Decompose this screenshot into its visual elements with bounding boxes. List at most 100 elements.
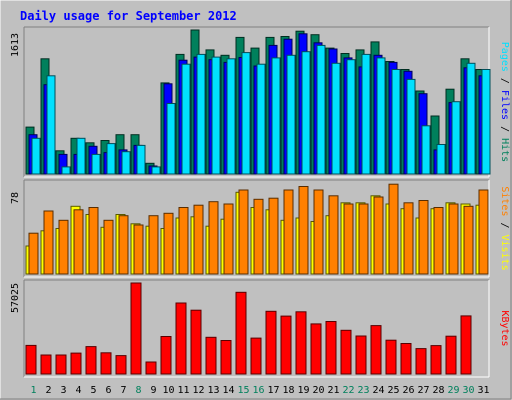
panel-side-legend: Pages / Files / Hits [499, 42, 510, 162]
chart-title: Daily usage for September 2012 [20, 9, 237, 23]
bar-kbytes-day-3 [55, 354, 67, 375]
bar-pages-day-22 [346, 59, 356, 175]
day-label-26: 26 [402, 385, 414, 396]
bar-sites-day-9 [148, 215, 159, 275]
day-label-10: 10 [162, 385, 174, 396]
bar-kbytes-day-5 [85, 346, 97, 375]
bar-kbytes-day-11 [175, 302, 187, 375]
bar-pages-day-15 [241, 52, 251, 175]
bar-pages-day-4 [76, 137, 86, 175]
legend-segment: Visits [499, 235, 510, 271]
bar-kbytes-day-23 [355, 335, 367, 375]
bar-sites-day-16 [253, 198, 264, 275]
bar-kbytes-day-26 [400, 343, 412, 375]
panel-hits_files_pages: 1613 Pages / Files / Hits [10, 26, 510, 178]
bar-sites-day-19 [298, 186, 309, 275]
bar-pages-day-27 [421, 125, 431, 175]
bar-kbytes-day-15 [235, 291, 247, 375]
legend-segment: / [499, 72, 510, 90]
bar-pages-day-26 [406, 78, 416, 175]
bar-kbytes-day-2 [40, 354, 52, 375]
chart-panels: 1613 Pages / Files / Hits 78 Sites / Visits… [10, 26, 510, 378]
day-label-29: 29 [447, 385, 459, 396]
bar-sites-day-29 [448, 203, 459, 275]
bar-sites-day-23 [358, 203, 369, 275]
panel-scale-max-label: 1613 [10, 33, 21, 57]
bar-pages-day-12 [196, 53, 206, 175]
bar-sites-day-6 [103, 219, 114, 275]
legend-segment: KBytes [499, 310, 510, 346]
bar-sites-day-10 [163, 212, 174, 275]
bar-kbytes-day-14 [220, 340, 232, 375]
bar-sites-day-31 [478, 189, 489, 275]
day-label-2: 2 [45, 385, 51, 396]
bar-pages-day-17 [271, 57, 281, 175]
bar-pages-day-25 [391, 69, 401, 175]
bar-kbytes-day-30 [460, 315, 472, 375]
bar-kbytes-day-12 [190, 309, 202, 375]
day-label-4: 4 [75, 385, 81, 396]
bar-pages-day-13 [211, 56, 221, 175]
bar-pages-day-23 [361, 53, 371, 175]
bar-pages-day-24 [376, 57, 386, 175]
day-label-7: 7 [120, 385, 126, 396]
day-label-13: 13 [207, 385, 219, 396]
bar-pages-day-3 [61, 166, 71, 175]
bar-sites-day-25 [388, 183, 399, 275]
bar-pages-day-8 [136, 144, 146, 175]
bar-sites-day-22 [343, 203, 354, 275]
legend-segment: / [499, 120, 510, 138]
bar-sites-day-3 [58, 219, 69, 275]
panel-scale-max-label: 57025 [10, 283, 21, 313]
bar-sites-day-27 [418, 200, 429, 275]
bar-sites-day-30 [463, 205, 474, 275]
day-label-9: 9 [150, 385, 156, 396]
day-label-30: 30 [462, 385, 474, 396]
bar-pages-day-29 [451, 101, 461, 175]
bar-sites-day-1 [28, 232, 39, 275]
bar-kbytes-day-16 [250, 337, 262, 375]
day-label-8: 8 [135, 385, 141, 396]
day-label-16: 16 [252, 385, 264, 396]
bar-pages-day-7 [121, 151, 131, 175]
bar-kbytes-day-22 [340, 329, 352, 375]
bar-kbytes-day-19 [295, 311, 307, 375]
bar-kbytes-day-4 [70, 352, 82, 375]
day-label-22: 22 [342, 385, 354, 396]
panel-visits_sites: 78 Sites / Visits [10, 179, 510, 278]
legend-segment: Pages [499, 42, 510, 72]
bar-pages-day-21 [331, 62, 341, 175]
day-label-20: 20 [312, 385, 324, 396]
series-pages [31, 44, 491, 175]
bar-sites-day-5 [88, 207, 99, 275]
bar-kbytes-day-17 [265, 310, 277, 375]
bar-sites-day-2 [43, 210, 54, 275]
bar-pages-day-30 [466, 62, 476, 175]
bar-kbytes-day-29 [445, 335, 457, 375]
bar-pages-day-28 [436, 144, 446, 175]
bar-kbytes-day-20 [310, 323, 322, 375]
bar-pages-day-9 [151, 166, 161, 175]
bar-pages-day-18 [286, 54, 296, 175]
bar-pages-day-20 [316, 44, 326, 175]
legend-segment: Files [499, 90, 510, 120]
bar-sites-day-4 [73, 209, 84, 275]
series-kbytes [25, 282, 472, 375]
bar-pages-day-19 [301, 51, 311, 175]
day-axis: 1 2 3 4 5 6 7 8 9 10 11 12 13 14 15 16 17 18 19 20 21 22 23 24 2… [30, 385, 489, 396]
bar-pages-day-10 [166, 103, 176, 175]
bar-sites-day-15 [238, 189, 249, 275]
bar-pages-day-31 [481, 69, 491, 175]
day-label-15: 15 [237, 385, 249, 396]
panel-scale-max-label: 78 [10, 192, 21, 204]
bar-kbytes-day-18 [280, 315, 292, 375]
day-label-5: 5 [90, 385, 96, 396]
bar-kbytes-day-28 [430, 345, 442, 375]
bar-kbytes-day-9 [145, 361, 157, 375]
bar-kbytes-day-21 [325, 321, 337, 375]
bar-pages-day-16 [256, 63, 266, 175]
bar-pages-day-11 [181, 63, 191, 175]
day-label-11: 11 [177, 385, 189, 396]
day-label-14: 14 [222, 385, 234, 396]
